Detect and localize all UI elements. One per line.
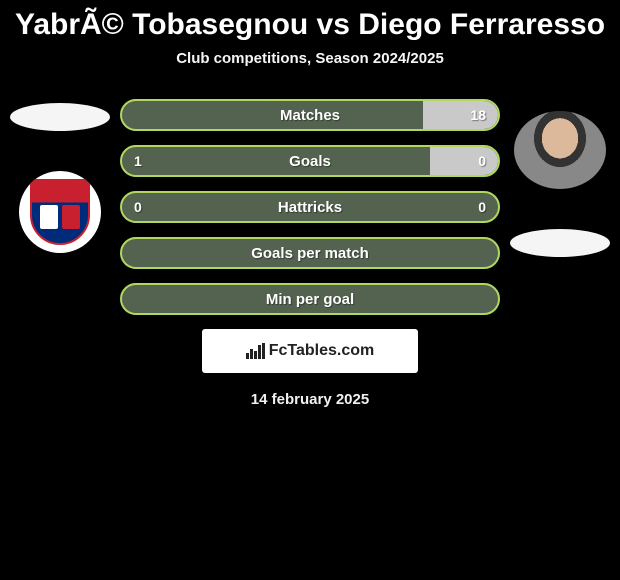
- bar-chart-icon: [246, 343, 265, 359]
- comparison-region: Matches 18 1 Goals 0 0 Hattricks 0 Goals per mat…: [10, 95, 610, 315]
- footer-date: 14 february 2025: [10, 391, 610, 408]
- stat-left-value: 0: [134, 199, 142, 215]
- stat-right-fill: [423, 101, 498, 129]
- stat-row: 1 Goals 0: [120, 145, 500, 177]
- stat-label: Goals per match: [251, 245, 369, 262]
- stat-row: Matches 18: [120, 99, 500, 131]
- stat-right-value: 18: [470, 107, 486, 123]
- stat-row: Goals per match: [120, 237, 500, 269]
- shield-icon: [30, 179, 90, 245]
- brand-box[interactable]: FcTables.com: [202, 329, 418, 373]
- stats-list: Matches 18 1 Goals 0 0 Hattricks 0 Goals per mat…: [120, 95, 500, 315]
- right-player-photo: [514, 111, 606, 189]
- right-club-avatar: [510, 229, 610, 257]
- left-club-badge: [19, 171, 101, 253]
- stat-label: Hattricks: [278, 199, 342, 216]
- stat-row: 0 Hattricks 0: [120, 191, 500, 223]
- stat-right-value: 0: [478, 199, 486, 215]
- stat-right-fill: [430, 147, 498, 175]
- left-player-avatar: [10, 103, 110, 131]
- page-title: YabrÃ© Tobasegnou vs Diego Ferraresso: [10, 0, 610, 42]
- stat-left-value: 1: [134, 153, 142, 169]
- stat-label: Min per goal: [266, 291, 354, 308]
- page-subtitle: Club competitions, Season 2024/2025: [10, 50, 610, 67]
- stat-label: Matches: [280, 107, 340, 124]
- stat-row: Min per goal: [120, 283, 500, 315]
- left-player-column: [10, 95, 110, 253]
- stat-label: Goals: [289, 153, 331, 170]
- brand-text: FcTables.com: [269, 342, 375, 360]
- stat-right-value: 0: [478, 153, 486, 169]
- right-player-column: [510, 95, 610, 257]
